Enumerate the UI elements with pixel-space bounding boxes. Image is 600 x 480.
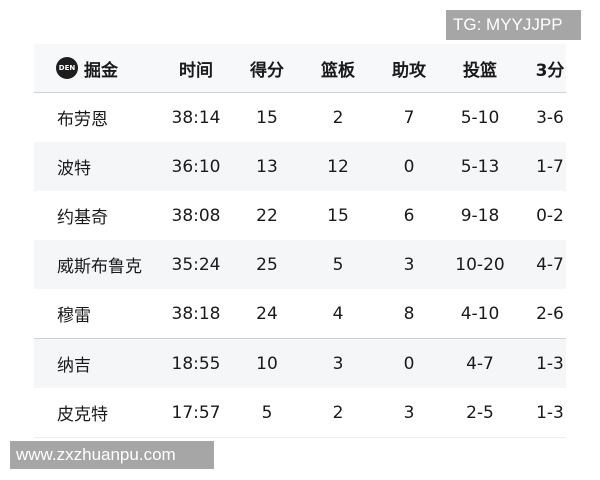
stat-ast: 7 [403, 107, 415, 128]
stat-reb: 15 [327, 205, 349, 226]
stat-ast: 3 [403, 254, 415, 275]
column-header[interactable]: 助攻 [392, 60, 426, 81]
stat-fg: 4-10 [460, 303, 500, 324]
column-header[interactable]: 篮板 [321, 60, 355, 81]
player-name[interactable]: 布劳恩 [57, 110, 108, 130]
team-logo-icon: DEN [56, 57, 78, 79]
stat-pts: 13 [256, 156, 278, 177]
stat-tp: 2-6 [536, 303, 564, 324]
stat-tp: 1-3 [536, 402, 564, 423]
column-header[interactable]: 时间 [179, 60, 213, 81]
player-name[interactable]: 波特 [57, 159, 91, 179]
stat-min: 38:18 [171, 303, 221, 324]
stat-reb: 3 [332, 353, 344, 374]
stat-reb: 5 [332, 254, 344, 275]
stat-min: 18:55 [171, 353, 221, 374]
table-row[interactable]: 威斯布鲁克 35:24 25 5 3 10-20 4-7 [34, 240, 566, 289]
column-header[interactable]: 得分 [250, 60, 284, 81]
player-name[interactable]: 皮克特 [57, 405, 108, 425]
stat-pts: 10 [256, 353, 278, 374]
stat-ast: 0 [403, 156, 415, 177]
player-name[interactable]: 纳吉 [57, 356, 91, 376]
stat-min: 17:57 [171, 402, 221, 423]
stat-ast: 0 [403, 353, 415, 374]
stat-reb: 2 [332, 107, 344, 128]
player-name[interactable]: 穆雷 [57, 306, 91, 326]
watermark-bottom: www.zxzhuanpu.com [10, 441, 214, 469]
stat-pts: 24 [256, 303, 278, 324]
stat-tp: 3-6 [536, 107, 564, 128]
stat-fg: 4-7 [466, 353, 494, 374]
stat-pts: 25 [256, 254, 278, 275]
table-row[interactable]: 布劳恩 38:14 15 2 7 5-10 3-6 [34, 93, 566, 142]
watermark-top: TG: MYYJJPP [446, 10, 581, 40]
stat-pts: 5 [261, 402, 273, 423]
stat-fg: 5-13 [460, 156, 500, 177]
column-header[interactable]: 3分 [535, 60, 565, 81]
stat-min: 35:24 [171, 254, 221, 275]
stat-min: 38:14 [171, 107, 221, 128]
stat-tp: 0-2 [536, 205, 564, 226]
player-name[interactable]: 约基奇 [57, 208, 108, 228]
stat-ast: 6 [403, 205, 415, 226]
stat-fg: 10-20 [455, 254, 505, 275]
table-header: DEN 掘金 时间 得分 篮板 助攻 投篮 3分 [34, 44, 566, 93]
stat-fg: 2-5 [466, 402, 494, 423]
stat-pts: 15 [256, 107, 278, 128]
table-row[interactable]: 纳吉 18:55 10 3 0 4-7 1-3 [34, 338, 566, 388]
team-name: 掘金 [84, 60, 118, 81]
stat-reb: 12 [327, 156, 349, 177]
stat-fg: 5-10 [460, 107, 500, 128]
player-name[interactable]: 威斯布鲁克 [57, 257, 142, 277]
stat-min: 36:10 [171, 156, 221, 177]
table-row[interactable]: 皮克特 17:57 5 2 3 2-5 1-3 [34, 388, 566, 438]
stat-tp: 4-7 [536, 254, 564, 275]
stat-tp: 1-7 [536, 156, 564, 177]
team-header: DEN 掘金 [34, 56, 160, 81]
stat-reb: 4 [332, 303, 344, 324]
table-row[interactable]: 波特 36:10 13 12 0 5-13 1-7 [34, 142, 566, 191]
stat-ast: 3 [403, 402, 415, 423]
stat-reb: 2 [332, 402, 344, 423]
stat-tp: 1-3 [536, 353, 564, 374]
stat-pts: 22 [256, 205, 278, 226]
table-row[interactable]: 穆雷 38:18 24 4 8 4-10 2-6 [34, 289, 566, 338]
stat-min: 38:08 [171, 205, 221, 226]
stat-ast: 8 [403, 303, 415, 324]
box-score-table: DEN 掘金 时间 得分 篮板 助攻 投篮 3分 布劳恩 38:14 15 2 7 5-1… [34, 44, 566, 438]
stat-fg: 9-18 [460, 205, 500, 226]
column-header[interactable]: 投篮 [463, 60, 497, 81]
table-row[interactable]: 约基奇 38:08 22 15 6 9-18 0-2 [34, 191, 566, 240]
